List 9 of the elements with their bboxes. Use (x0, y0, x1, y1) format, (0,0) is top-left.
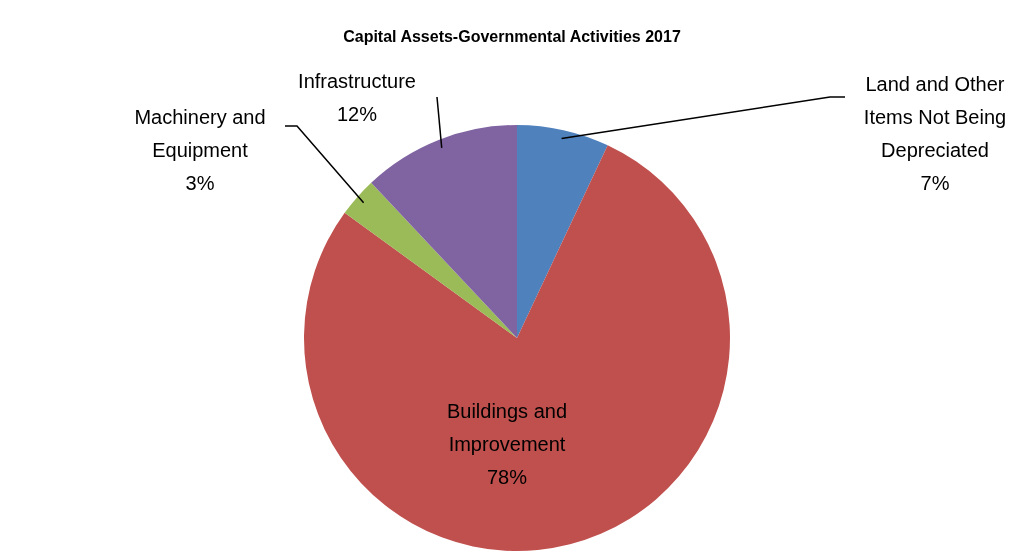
data-label: 3% (185, 171, 215, 194)
slice-label: Land and Other Items Not Being Depreciated (863, 72, 1007, 161)
slice-label: Infrastructure (298, 69, 416, 92)
data-label: 78% (486, 465, 528, 488)
chart-title: Capital Assets-Governmental Activities 2017 (343, 28, 681, 46)
slice-label: Machinery and Equipment (134, 105, 266, 161)
slice-label: Buildings and Improvement (446, 399, 568, 455)
data-label: 7% (920, 171, 950, 194)
data-label: 12% (336, 102, 378, 125)
